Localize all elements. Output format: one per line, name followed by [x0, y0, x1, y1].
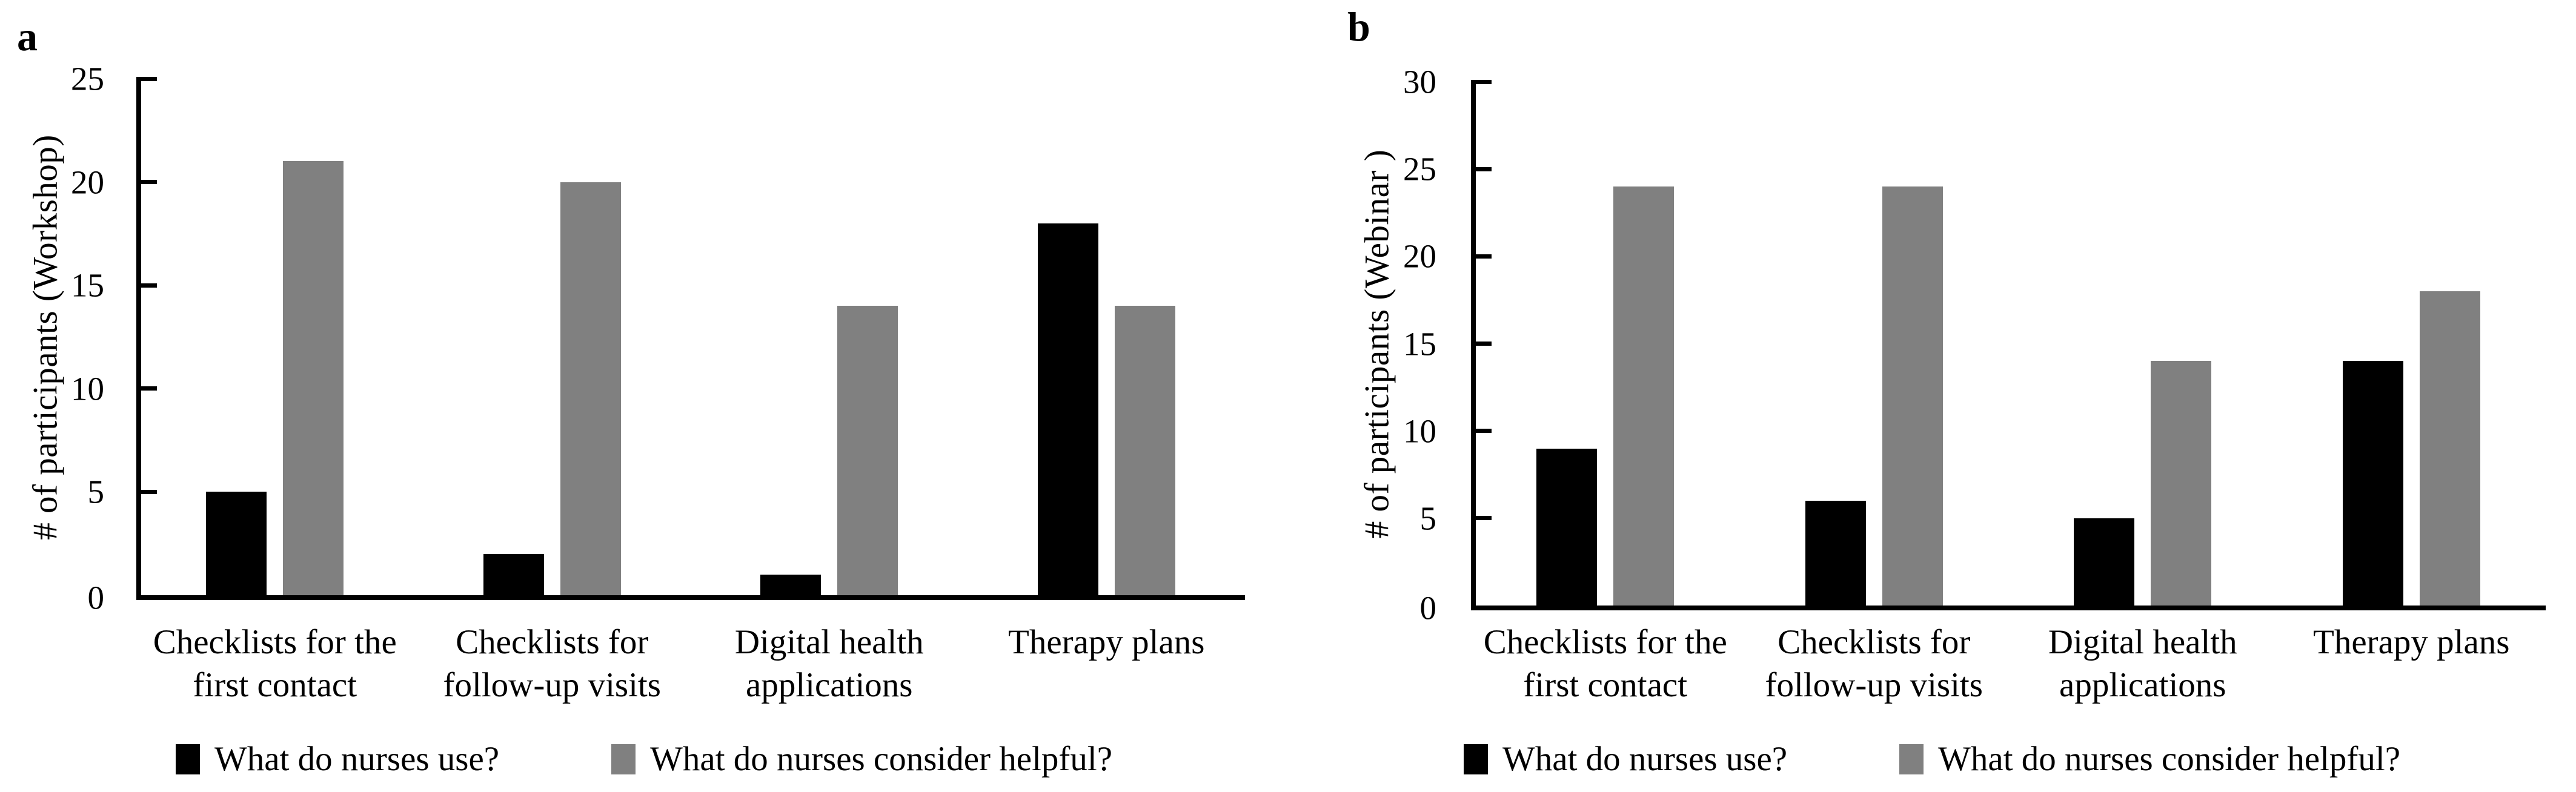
bar-series1-cat3: [2419, 291, 2480, 606]
y-axis-line: [136, 79, 141, 600]
ytick-mark-15: [136, 283, 157, 288]
legend-swatch-black: [1463, 744, 1488, 774]
legend-entry-helpful: What do nurses consider helpful?: [1899, 739, 2400, 779]
ytick-mark-25: [136, 76, 157, 81]
plot-area-b: 0 5 10 15 20 25 30: [1288, 0, 2576, 792]
panel-a-label: a: [17, 13, 38, 59]
x-axis-line: [136, 595, 1245, 600]
bar-series1-cat2: [837, 306, 898, 595]
ytick-label-20: 20: [1403, 237, 1436, 275]
category-label-2: Digital health applications: [734, 623, 924, 704]
legend-swatch-gray: [1899, 744, 1924, 774]
bar-series1-cat3: [1114, 306, 1175, 595]
ytick-mark-15: [1471, 342, 1492, 346]
ytick-mark-20: [136, 180, 157, 185]
bar-series0-cat1: [483, 553, 544, 595]
ytick-label-20: 20: [71, 163, 104, 201]
bar-series0-cat2: [760, 574, 822, 595]
plot-area-a: 0 5 10 15 20 25: [71, 60, 1245, 616]
legend-label-use: What do nurses use?: [1502, 740, 1788, 778]
ytick-label-15: 15: [71, 266, 104, 304]
category-label-3: Therapy plans: [2313, 623, 2510, 661]
ytick-label-10: 10: [1403, 412, 1436, 450]
x-axis-line: [1471, 606, 2546, 610]
legend-label-helpful: What do nurses consider helpful?: [650, 740, 1113, 778]
category-label-0: Checklists for the first contact: [153, 623, 397, 704]
panel-b-label: b: [1347, 4, 1370, 50]
ytick-mark-30: [1471, 79, 1492, 84]
bar-series1-cat2: [2151, 361, 2212, 606]
legend-label-use: What do nurses use?: [214, 740, 500, 778]
legend-a: What do nurses use? What do nurses consi…: [0, 739, 1288, 779]
legend-entry-use: What do nurses use?: [1463, 739, 1788, 779]
ytick-label-25: 25: [71, 60, 104, 97]
ytick-mark-5: [136, 489, 157, 494]
ytick-mark-10: [136, 386, 157, 391]
ytick-label-0: 0: [87, 579, 105, 616]
bar-series0-cat0: [206, 492, 267, 595]
bar-series1-cat1: [560, 182, 621, 595]
ytick-label-5: 5: [1419, 500, 1437, 537]
category-label-0: Checklists for the first contact: [1483, 623, 1727, 704]
ytick-mark-5: [1471, 516, 1492, 521]
category-label-2: Digital health applications: [2048, 623, 2237, 704]
bar-series0-cat3: [2342, 361, 2403, 606]
bar-series1-cat0: [283, 161, 344, 595]
bar-series0-cat2: [2074, 518, 2135, 606]
legend-swatch-black: [175, 744, 200, 774]
ytick-mark-20: [1471, 254, 1492, 259]
legend-label-helpful: What do nurses consider helpful?: [1938, 740, 2401, 778]
chart-b-panel: b # of participants (Webinar ) 0 5 10 15 20 2…: [1288, 0, 2576, 792]
bar-series1-cat0: [1613, 186, 1675, 606]
bar-series0-cat3: [1037, 223, 1098, 595]
bar-series0-cat1: [1805, 501, 1866, 606]
category-label-3: Therapy plans: [1008, 623, 1205, 661]
ytick-label-5: 5: [87, 473, 105, 510]
ytick-label-15: 15: [1403, 325, 1436, 362]
ytick-label-0: 0: [1419, 589, 1437, 627]
ytick-label-30: 30: [1403, 63, 1436, 101]
chart-a-panel: a # of participants (Workshop) 0 5 10 15 20 2…: [0, 13, 1288, 779]
legend-swatch-gray: [611, 744, 636, 774]
bar-series1-cat1: [1882, 186, 1943, 606]
legend-b: What do nurses use? What do nurses consi…: [1288, 739, 2576, 779]
legend-entry-use: What do nurses use?: [175, 739, 500, 779]
ytick-label-10: 10: [71, 370, 104, 408]
ytick-label-25: 25: [1403, 150, 1436, 188]
bar-series0-cat0: [1536, 448, 1598, 606]
legend-entry-helpful: What do nurses consider helpful?: [611, 739, 1112, 779]
ytick-mark-25: [1471, 167, 1492, 171]
y-axis-line: [1471, 82, 1476, 610]
ytick-mark-10: [1471, 429, 1492, 434]
category-label-1: Checklists for follow-up visits: [443, 623, 661, 704]
category-label-1: Checklists for follow-up visits: [1765, 623, 1983, 704]
